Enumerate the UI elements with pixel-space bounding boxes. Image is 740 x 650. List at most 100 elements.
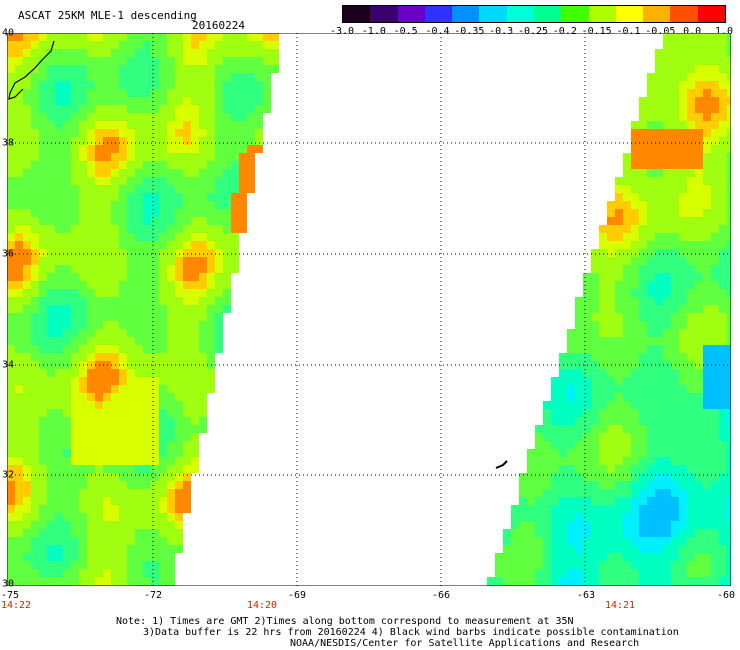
swath-pixel bbox=[135, 529, 143, 537]
swath-pixel bbox=[39, 105, 47, 113]
swath-pixel bbox=[175, 57, 183, 65]
swath-pixel bbox=[135, 145, 143, 153]
swath-pixel bbox=[639, 569, 647, 577]
swath-pixel bbox=[623, 249, 631, 257]
swath-pixel bbox=[95, 185, 103, 193]
swath-pixel bbox=[159, 297, 167, 305]
swath-pixel bbox=[63, 265, 71, 273]
swath-pixel bbox=[647, 345, 655, 353]
swath-pixel bbox=[231, 105, 239, 113]
swath-pixel bbox=[183, 297, 191, 305]
swath-pixel bbox=[583, 489, 591, 497]
swath-pixel bbox=[79, 33, 87, 41]
swath-pixel bbox=[711, 313, 719, 321]
swath-pixel bbox=[87, 129, 95, 137]
swath-pixel bbox=[7, 233, 15, 241]
swath-pixel bbox=[79, 169, 87, 177]
swath-pixel bbox=[111, 289, 119, 297]
swath-pixel bbox=[719, 249, 727, 257]
swath-pixel bbox=[527, 505, 535, 513]
swath-pixel bbox=[87, 137, 95, 145]
swath-pixel bbox=[687, 481, 695, 489]
swath-pixel bbox=[687, 113, 695, 121]
swath-pixel bbox=[255, 145, 263, 153]
swath-pixel bbox=[71, 537, 79, 545]
swath-pixel bbox=[183, 401, 191, 409]
swath-pixel bbox=[95, 577, 103, 585]
swath-pixel bbox=[583, 481, 591, 489]
swath-pixel bbox=[583, 329, 591, 337]
swath-pixel bbox=[671, 161, 679, 169]
swath-pixel bbox=[63, 497, 71, 505]
swath-pixel bbox=[159, 257, 167, 265]
swath-pixel bbox=[599, 537, 607, 545]
swath-pixel bbox=[207, 57, 215, 65]
swath-pixel bbox=[191, 337, 199, 345]
swath-pixel bbox=[87, 169, 95, 177]
swath-pixel bbox=[23, 401, 31, 409]
swath-pixel bbox=[175, 289, 183, 297]
colorbar-tick-label: -0.1 bbox=[616, 26, 641, 37]
swath-pixel bbox=[719, 497, 727, 505]
swath-pixel bbox=[687, 457, 695, 465]
swath-pixel bbox=[183, 209, 191, 217]
swath-pixel bbox=[167, 129, 175, 137]
swath-pixel bbox=[159, 369, 167, 377]
swath-pixel bbox=[87, 369, 95, 377]
swath-pixel bbox=[663, 521, 671, 529]
swath-pixel bbox=[535, 513, 543, 521]
swath-pixel bbox=[655, 329, 663, 337]
swath-pixel bbox=[607, 209, 615, 217]
swath-pixel bbox=[175, 465, 183, 473]
swath-pixel bbox=[711, 489, 719, 497]
swath-pixel bbox=[639, 529, 647, 537]
swath-pixel bbox=[607, 369, 615, 377]
swath-pixel bbox=[615, 289, 623, 297]
swath-pixel bbox=[79, 121, 87, 129]
swath-pixel bbox=[215, 153, 223, 161]
swath-pixel bbox=[119, 537, 127, 545]
swath-pixel bbox=[119, 409, 127, 417]
swath-pixel bbox=[207, 337, 215, 345]
swath-pixel bbox=[719, 225, 727, 233]
swath-pixel bbox=[87, 345, 95, 353]
swath-pixel bbox=[567, 417, 575, 425]
swath-pixel bbox=[727, 225, 731, 233]
swath-pixel bbox=[647, 465, 655, 473]
swath-pixel bbox=[727, 177, 731, 185]
swath-pixel bbox=[143, 249, 151, 257]
swath-pixel bbox=[87, 105, 95, 113]
swath-pixel bbox=[151, 297, 159, 305]
swath-pixel bbox=[647, 193, 655, 201]
swath-pixel bbox=[615, 369, 623, 377]
swath-pixel bbox=[263, 65, 271, 73]
swath-pixel bbox=[159, 321, 167, 329]
swath-pixel bbox=[623, 353, 631, 361]
swath-pixel bbox=[639, 129, 647, 137]
swath-pixel bbox=[47, 233, 55, 241]
swath-pixel bbox=[143, 57, 151, 65]
swath-pixel bbox=[111, 505, 119, 513]
swath-pixel bbox=[591, 289, 599, 297]
swath-pixel bbox=[103, 57, 111, 65]
swath-pixel bbox=[695, 321, 703, 329]
swath-pixel bbox=[127, 313, 135, 321]
swath-pixel bbox=[79, 113, 87, 121]
swath-pixel bbox=[183, 457, 191, 465]
swath-pixel bbox=[87, 321, 95, 329]
swath-pixel bbox=[127, 345, 135, 353]
swath-pixel bbox=[671, 177, 679, 185]
swath-pixel bbox=[655, 377, 663, 385]
swath-pixel bbox=[119, 417, 127, 425]
swath-pixel bbox=[95, 41, 103, 49]
swath-pixel bbox=[631, 185, 639, 193]
swath-pixel bbox=[719, 545, 727, 553]
swath-pixel bbox=[143, 401, 151, 409]
swath-pixel bbox=[247, 49, 255, 57]
swath-pixel bbox=[23, 497, 31, 505]
swath-pixel bbox=[167, 89, 175, 97]
swath-pixel bbox=[191, 73, 199, 81]
swath-pixel bbox=[207, 305, 215, 313]
swath-pixel bbox=[135, 489, 143, 497]
swath-pixel bbox=[151, 225, 159, 233]
